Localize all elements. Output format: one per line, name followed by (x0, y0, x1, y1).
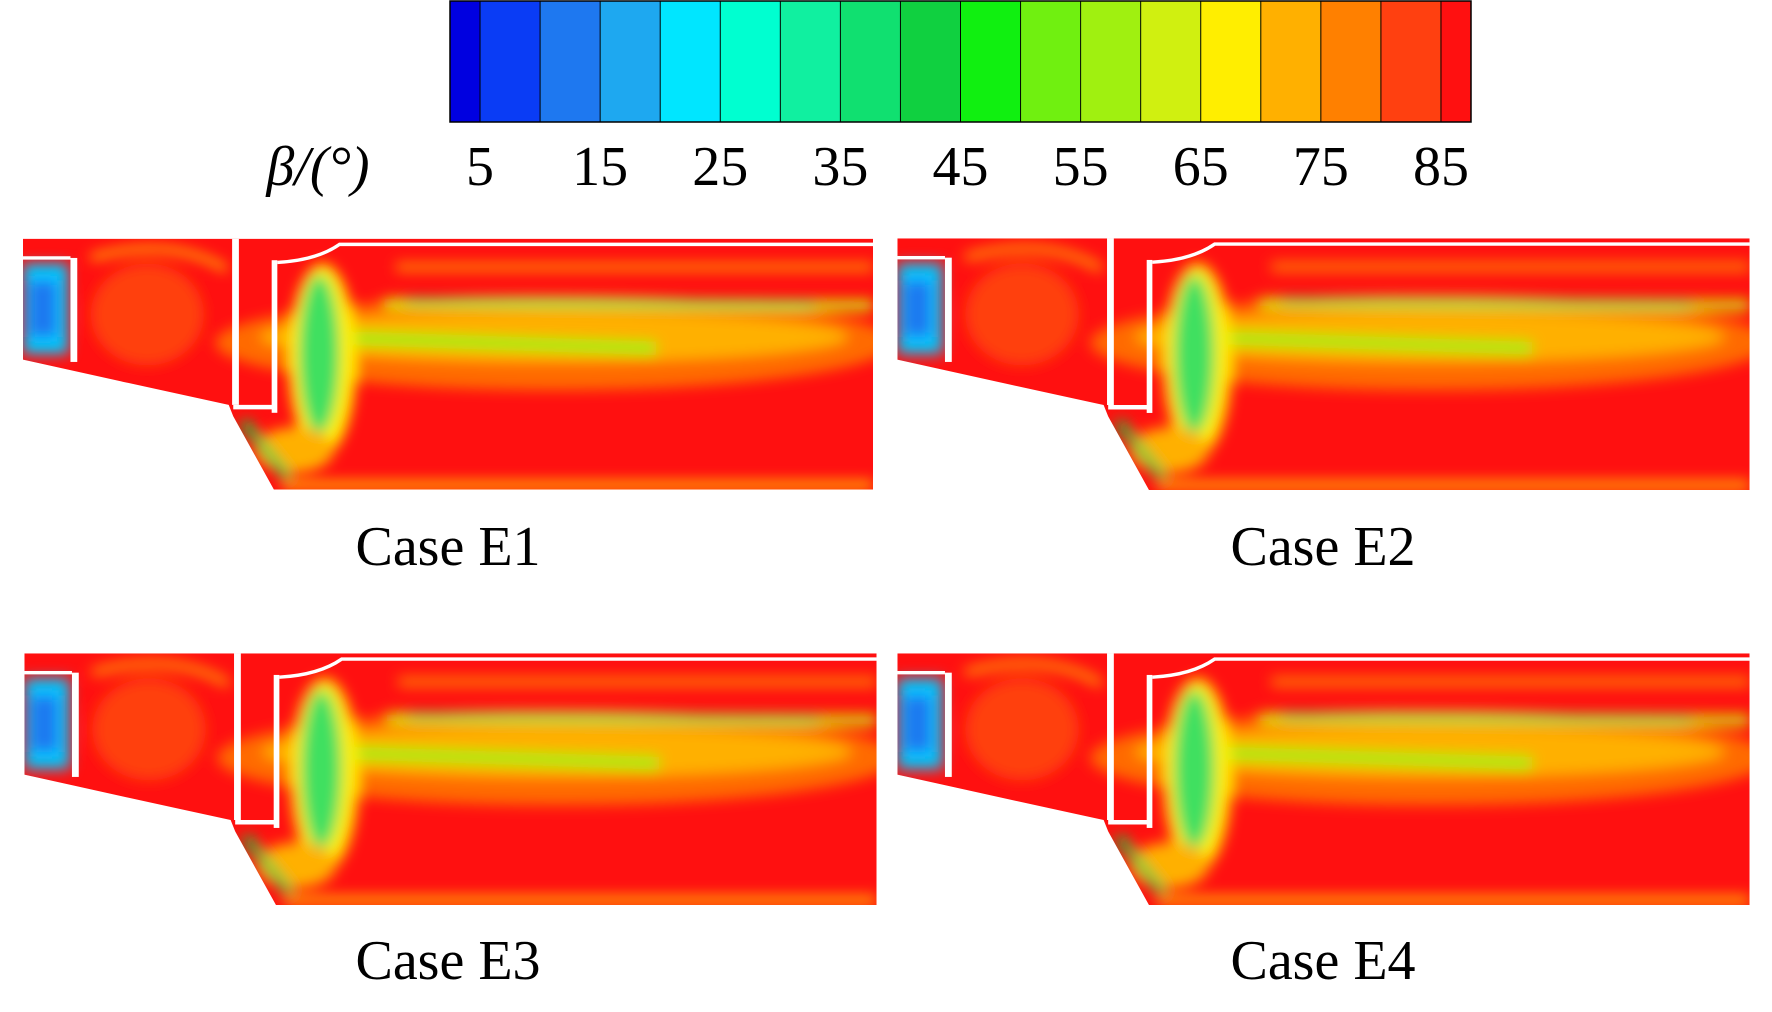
colorbar-band (660, 1, 721, 122)
colorbar-band (1080, 1, 1141, 122)
panel-caption: Case E1 (355, 516, 540, 578)
colorbar-band (720, 1, 781, 122)
colorbar-band (1380, 1, 1441, 122)
colorbar-frame (449, 0, 1472, 123)
colorbar-band (1260, 1, 1321, 122)
colorbar-tick-label: 5 (466, 136, 494, 198)
colorbar-tick-label: 45 (933, 136, 989, 198)
colorbar-tick-label: 75 (1293, 136, 1349, 198)
colorbar-tick-label: 15 (572, 136, 628, 198)
colorbar-band (1440, 1, 1471, 122)
contour-panel (23, 235, 893, 489)
colorbar-band (480, 1, 541, 122)
colorbar-band (780, 1, 841, 122)
colorbar-tick-label: 25 (692, 136, 748, 198)
colorbar-band (900, 1, 961, 122)
panel-caption: Case E2 (1230, 516, 1415, 578)
contour-panel (897, 650, 1770, 905)
colorbar-tick-label: 65 (1173, 136, 1229, 198)
colorbar-label: β/(°) (265, 136, 369, 198)
colorbar-band (1200, 1, 1261, 122)
colorbar-band (1320, 1, 1381, 122)
panel-caption: Case E4 (1230, 930, 1415, 992)
colorbar-band (600, 1, 661, 122)
contour-panel (24, 650, 897, 905)
colorbar-band (1020, 1, 1081, 122)
colorbar-band (840, 1, 901, 122)
colorbar-band (1140, 1, 1201, 122)
contour-panel (897, 235, 1770, 490)
colorbar-tick-label: 35 (812, 136, 868, 198)
colorbar-tick-label: 85 (1413, 136, 1469, 198)
colorbar-band (960, 1, 1021, 122)
colorbar-tick-label: 55 (1053, 136, 1109, 198)
panel-caption: Case E3 (355, 930, 540, 992)
panels (23, 235, 1770, 905)
colorbar-band (540, 1, 601, 122)
colorbar-band (450, 1, 481, 122)
